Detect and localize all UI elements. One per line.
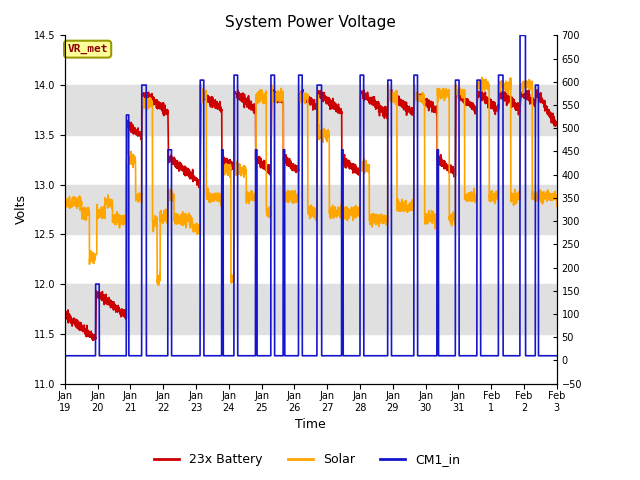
Bar <box>65 284 557 334</box>
Text: VR_met: VR_met <box>67 44 108 54</box>
Title: System Power Voltage: System Power Voltage <box>225 15 396 30</box>
Bar <box>65 85 557 135</box>
Bar <box>65 185 557 234</box>
X-axis label: Time: Time <box>296 419 326 432</box>
Y-axis label: Volts: Volts <box>15 194 28 225</box>
Legend: 23x Battery, Solar, CM1_in: 23x Battery, Solar, CM1_in <box>150 448 465 471</box>
